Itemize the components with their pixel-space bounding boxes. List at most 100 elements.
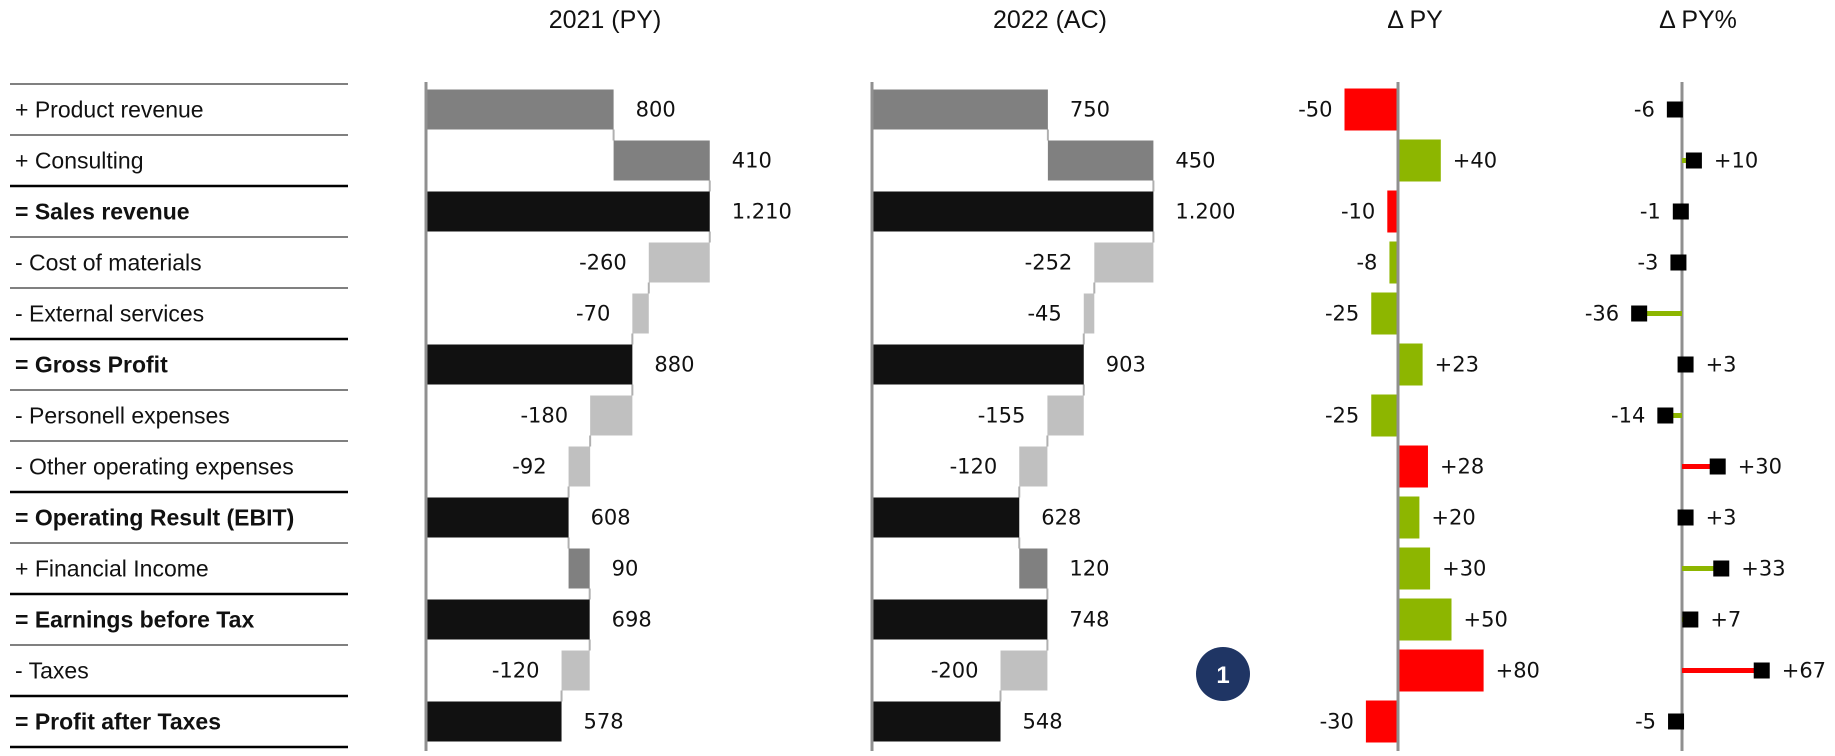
py-bar bbox=[613, 140, 710, 181]
delta-py-bar bbox=[1344, 88, 1398, 131]
delta-py-pct-value: -5 bbox=[1635, 710, 1656, 734]
ac-value: 748 bbox=[1069, 608, 1109, 632]
row-label: = Gross Profit bbox=[15, 352, 168, 378]
badge-circle[interactable] bbox=[1196, 647, 1250, 701]
row-label: - Personell expenses bbox=[15, 403, 230, 429]
delta-py-value: -25 bbox=[1325, 302, 1359, 326]
ac-value: 750 bbox=[1070, 98, 1110, 122]
py-value: -120 bbox=[492, 659, 540, 683]
ac-bar bbox=[1000, 650, 1048, 691]
py-value: 1.210 bbox=[732, 200, 792, 224]
delta-py-pct-marker bbox=[1631, 305, 1648, 322]
badge-number: 1 bbox=[1216, 662, 1229, 689]
py-bar bbox=[426, 191, 710, 232]
row-label: + Financial Income bbox=[15, 556, 209, 582]
py-value: -70 bbox=[576, 302, 610, 326]
ac-bar bbox=[1047, 395, 1084, 436]
delta-py-bar bbox=[1387, 190, 1398, 233]
ac-waterfall: 750 450 1.200 -252 -45 903 -155 -120 628 120 748 -2… bbox=[870, 82, 1236, 751]
ac-bar bbox=[872, 701, 1001, 742]
delta-py-bar bbox=[1389, 241, 1398, 284]
py-bar bbox=[632, 293, 649, 334]
delta-py-bar bbox=[1398, 139, 1441, 182]
py-bar bbox=[426, 344, 633, 385]
ac-bar bbox=[1047, 140, 1154, 181]
ac-value: 120 bbox=[1069, 557, 1109, 581]
delta-py-pct-marker bbox=[1670, 254, 1687, 271]
delta-py-bar bbox=[1398, 598, 1452, 641]
delta-py-value: +23 bbox=[1435, 353, 1479, 377]
delta-py-bar bbox=[1371, 292, 1398, 335]
delta-py-value: -25 bbox=[1325, 404, 1359, 428]
badge[interactable]: 1 bbox=[1196, 647, 1250, 701]
delta-py-pct-pins: -6 +10 -1 -3 -36 +3 -14 +30 +3 +33 +7 +67 -5 bbox=[1585, 82, 1826, 751]
py-bar bbox=[426, 497, 569, 538]
delta-py-bar bbox=[1398, 496, 1420, 539]
row-label: - External services bbox=[15, 301, 204, 327]
delta-py-bar bbox=[1398, 343, 1423, 386]
delta-py-bar bbox=[1398, 445, 1428, 488]
header-ac: 2022 (AC) bbox=[993, 6, 1107, 34]
ac-value: 548 bbox=[1023, 710, 1063, 734]
ac-value: -200 bbox=[931, 659, 979, 683]
py-bar bbox=[426, 89, 614, 130]
delta-py-pct-value: +30 bbox=[1738, 455, 1782, 479]
py-bar bbox=[568, 548, 590, 589]
row-label: - Cost of materials bbox=[15, 250, 202, 276]
delta-py-value: +20 bbox=[1431, 506, 1475, 530]
py-value: 90 bbox=[612, 557, 639, 581]
ac-bar bbox=[872, 191, 1154, 232]
delta-py-value: -50 bbox=[1298, 98, 1332, 122]
delta-py-bar bbox=[1371, 394, 1398, 437]
ac-bar bbox=[1094, 242, 1154, 283]
delta-py-bar bbox=[1365, 700, 1398, 743]
delta-py-pct-marker bbox=[1685, 152, 1702, 169]
py-value: 800 bbox=[636, 98, 676, 122]
delta-py-pct-marker bbox=[1682, 611, 1699, 628]
ac-value: 903 bbox=[1106, 353, 1146, 377]
header-py: 2021 (PY) bbox=[549, 6, 662, 34]
row-label: = Sales revenue bbox=[15, 199, 190, 225]
py-bar bbox=[590, 395, 633, 436]
py-value: 410 bbox=[732, 149, 772, 173]
py-waterfall: 800 410 1.210 -260 -70 880 -180 -92 608 90 698 -120… bbox=[424, 82, 792, 751]
ac-bar bbox=[1019, 548, 1048, 589]
py-bar bbox=[426, 701, 562, 742]
delta-py-value: +50 bbox=[1464, 608, 1508, 632]
py-value: 578 bbox=[584, 710, 624, 734]
py-bar bbox=[561, 650, 590, 691]
ac-bar bbox=[872, 599, 1048, 640]
py-value: 608 bbox=[591, 506, 631, 530]
header-delta-py: Δ PY bbox=[1387, 6, 1443, 34]
py-bar bbox=[426, 599, 590, 640]
ac-value: 628 bbox=[1041, 506, 1081, 530]
delta-py-value: +28 bbox=[1440, 455, 1484, 479]
ac-value: -155 bbox=[978, 404, 1026, 428]
delta-py-pct-marker bbox=[1668, 713, 1685, 730]
delta-py-value: -8 bbox=[1356, 251, 1377, 275]
delta-py-bar bbox=[1398, 547, 1431, 590]
delta-py-pct-value: -36 bbox=[1585, 302, 1619, 326]
delta-py-pct-value: -1 bbox=[1640, 200, 1661, 224]
header-delta-py-pct: Δ PY% bbox=[1659, 6, 1737, 34]
row-label: - Other operating expenses bbox=[15, 454, 294, 480]
delta-py-pct-value: +10 bbox=[1714, 149, 1758, 173]
ac-value: 1.200 bbox=[1175, 200, 1235, 224]
delta-py-pct-value: -6 bbox=[1634, 98, 1655, 122]
row-labels: + Product revenue + Consulting = Sales rev… bbox=[10, 83, 348, 749]
row-label: = Earnings before Tax bbox=[15, 607, 254, 633]
delta-py-pct-value: +3 bbox=[1706, 506, 1737, 530]
py-bar bbox=[648, 242, 710, 283]
py-value: -92 bbox=[512, 455, 546, 479]
py-bar bbox=[568, 446, 591, 487]
ac-bar bbox=[1083, 293, 1095, 334]
delta-py-pct-marker bbox=[1709, 458, 1726, 475]
delta-py-pct-marker bbox=[1677, 356, 1694, 373]
ac-value: -252 bbox=[1025, 251, 1073, 275]
delta-py-value: +80 bbox=[1496, 659, 1540, 683]
delta-py-pct-marker bbox=[1677, 509, 1694, 526]
ac-bar bbox=[872, 497, 1020, 538]
delta-py-value: -30 bbox=[1320, 710, 1354, 734]
delta-py-pct-value: -14 bbox=[1611, 404, 1645, 428]
